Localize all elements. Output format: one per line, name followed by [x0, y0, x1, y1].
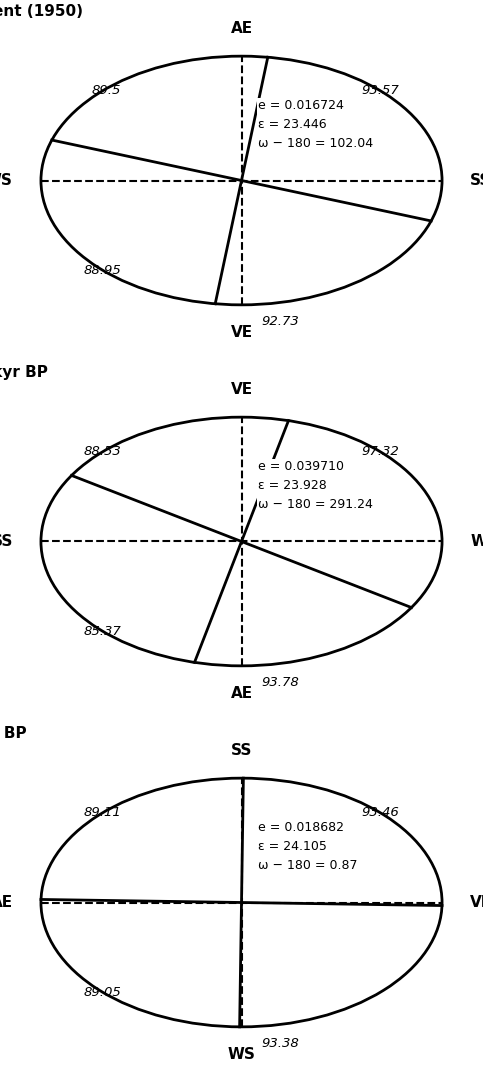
Text: 6 kyr BP: 6 kyr BP — [0, 726, 27, 741]
Text: AE: AE — [0, 895, 13, 910]
Text: 93.57: 93.57 — [362, 84, 399, 97]
Text: 92.73: 92.73 — [262, 315, 299, 328]
Text: VE: VE — [470, 895, 483, 910]
Text: e = 0.016724
ε = 23.446
ω − 180 = 102.04: e = 0.016724 ε = 23.446 ω − 180 = 102.04 — [257, 99, 373, 151]
Text: AE: AE — [230, 21, 253, 36]
Text: SS: SS — [231, 743, 252, 758]
Text: WS: WS — [470, 534, 483, 549]
Text: WS: WS — [227, 1047, 256, 1062]
Text: 93.78: 93.78 — [262, 676, 299, 689]
Text: SS: SS — [0, 534, 13, 549]
Text: 126 kyr BP: 126 kyr BP — [0, 365, 48, 380]
Text: 89.11: 89.11 — [84, 807, 121, 820]
Text: 88.53: 88.53 — [84, 445, 121, 458]
Text: Present (1950): Present (1950) — [0, 4, 83, 19]
Text: 85.37: 85.37 — [84, 625, 121, 638]
Text: SS: SS — [470, 173, 483, 188]
Text: 88.95: 88.95 — [84, 263, 121, 276]
Text: 89.05: 89.05 — [84, 986, 121, 999]
Text: 93.38: 93.38 — [262, 1036, 299, 1049]
Text: VE: VE — [230, 382, 253, 397]
Text: e = 0.039710
ε = 23.928
ω − 180 = 291.24: e = 0.039710 ε = 23.928 ω − 180 = 291.24 — [257, 460, 372, 511]
Text: VE: VE — [230, 325, 253, 340]
Text: e = 0.018682
ε = 24.105
ω − 180 = 0.87: e = 0.018682 ε = 24.105 ω − 180 = 0.87 — [257, 821, 357, 872]
Text: 93.46: 93.46 — [362, 807, 399, 820]
Text: 97.32: 97.32 — [362, 445, 399, 458]
Text: 89.5: 89.5 — [92, 84, 121, 97]
Text: AE: AE — [230, 686, 253, 701]
Text: WS: WS — [0, 173, 13, 188]
